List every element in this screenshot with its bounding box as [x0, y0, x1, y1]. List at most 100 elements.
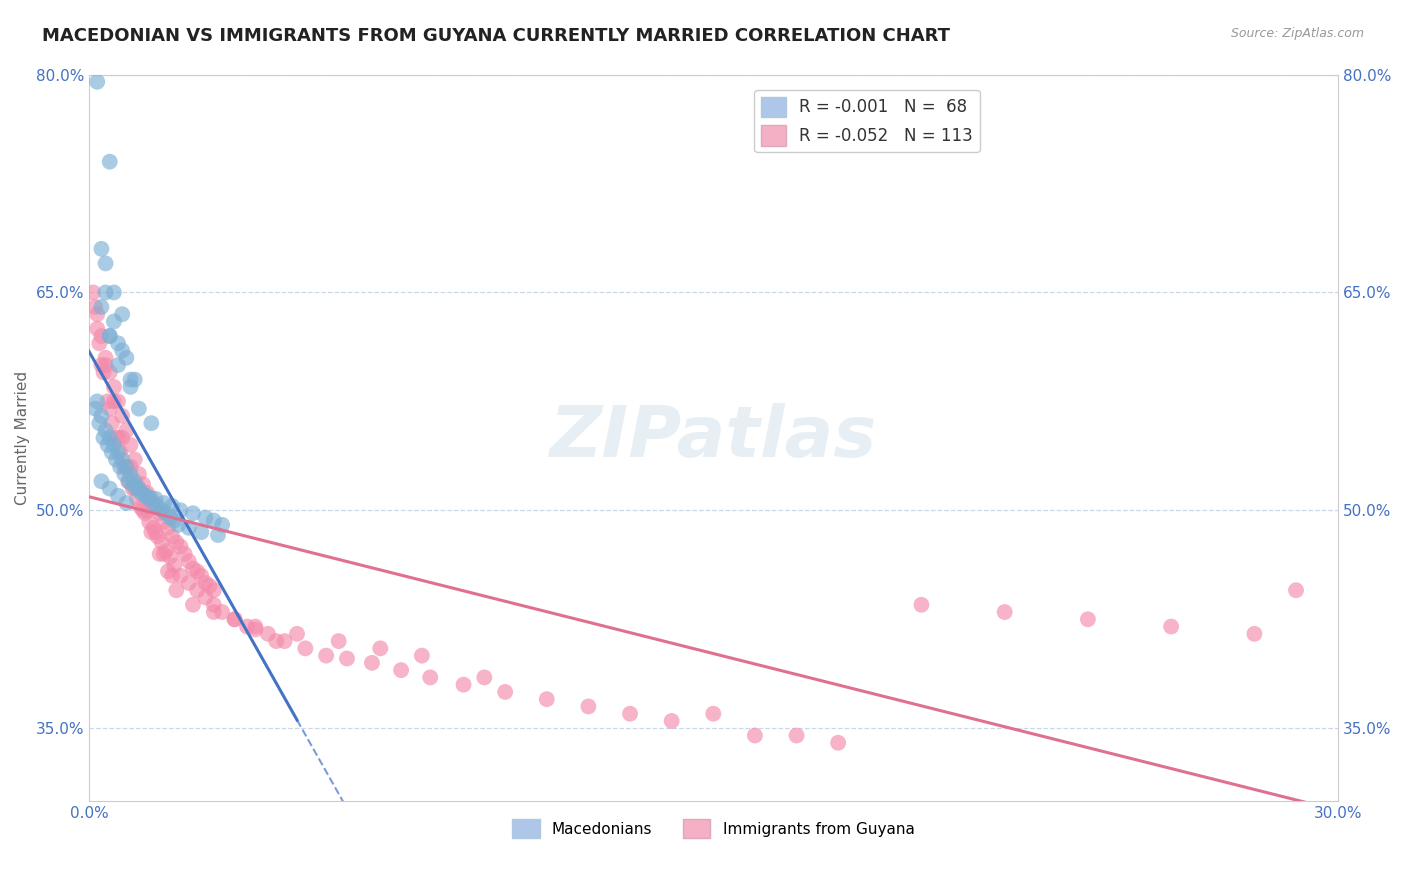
Point [146, 499, 169, 513]
Point [155, 544, 177, 558]
Point [661, 714, 683, 728]
Point [207, 528, 229, 542]
Point [211, 605, 233, 619]
Point [129, 486, 152, 500]
Point [117, 475, 139, 489]
Point [84, 401, 107, 416]
Point [145, 525, 167, 540]
Text: Source: ZipAtlas.com: Source: ZipAtlas.com [1230, 27, 1364, 40]
Point [124, 482, 146, 496]
Point [82, 285, 104, 300]
Point [115, 496, 138, 510]
Point [115, 424, 138, 438]
Point [315, 648, 337, 663]
Point [142, 521, 165, 535]
Point [129, 500, 152, 515]
Point [194, 576, 217, 591]
Point [94, 424, 117, 438]
Point [1160, 619, 1182, 633]
Point [285, 627, 308, 641]
Point [336, 651, 359, 665]
Point [101, 416, 124, 430]
Point [190, 525, 212, 540]
Point [90, 409, 112, 423]
Point [257, 627, 280, 641]
Point [98, 154, 121, 169]
Text: MACEDONIAN VS IMMIGRANTS FROM GUYANA CURRENTLY MARRIED CORRELATION CHART: MACEDONIAN VS IMMIGRANTS FROM GUYANA CUR… [42, 27, 950, 45]
Point [107, 489, 129, 503]
Point [181, 506, 204, 520]
Point [97, 438, 120, 452]
Point [202, 514, 225, 528]
Point [224, 612, 246, 626]
Point [134, 506, 156, 520]
Point [389, 663, 412, 677]
Point [177, 554, 200, 568]
Point [89, 416, 111, 430]
Point [124, 452, 146, 467]
Point [181, 598, 204, 612]
Point [149, 506, 172, 520]
Point [90, 358, 112, 372]
Point [149, 547, 172, 561]
Point [169, 503, 191, 517]
Point [156, 521, 179, 535]
Point [111, 452, 134, 467]
Point [273, 634, 295, 648]
Point [145, 500, 167, 515]
Point [94, 351, 117, 365]
Point [160, 499, 183, 513]
Point [84, 300, 107, 314]
Point [194, 591, 217, 605]
Point [134, 489, 156, 503]
Point [98, 329, 121, 343]
Point [98, 431, 121, 445]
Point [103, 285, 125, 300]
Point [125, 482, 148, 496]
Point [115, 351, 138, 365]
Point [361, 656, 384, 670]
Legend: Macedonians, Immigrants from Guyana: Macedonians, Immigrants from Guyana [506, 814, 921, 844]
Point [160, 529, 183, 543]
Point [173, 547, 195, 561]
Point [124, 373, 146, 387]
Point [142, 496, 165, 510]
Point [125, 491, 148, 506]
Point [104, 452, 127, 467]
Point [86, 75, 108, 89]
Point [124, 475, 146, 489]
Point [101, 445, 124, 459]
Point [245, 623, 267, 637]
Point [163, 514, 186, 528]
Point [153, 496, 176, 510]
Point [103, 314, 125, 328]
Point [120, 380, 142, 394]
Point [453, 678, 475, 692]
Point [121, 482, 143, 496]
Point [94, 358, 117, 372]
Point [744, 729, 766, 743]
Point [1285, 583, 1308, 598]
Point [128, 467, 150, 481]
Point [132, 503, 155, 517]
Point [112, 467, 135, 481]
Point [98, 482, 121, 496]
Point [98, 401, 121, 416]
Point [145, 491, 167, 506]
Point [165, 535, 187, 549]
Point [120, 459, 142, 474]
Point [202, 598, 225, 612]
Point [150, 535, 173, 549]
Point [86, 322, 108, 336]
Point [159, 510, 181, 524]
Point [186, 583, 208, 598]
Point [160, 568, 183, 582]
Point [141, 491, 163, 506]
Point [472, 670, 495, 684]
Point [702, 706, 724, 721]
Point [141, 525, 163, 540]
Point [181, 561, 204, 575]
Point [202, 605, 225, 619]
Point [169, 568, 191, 582]
Point [107, 336, 129, 351]
